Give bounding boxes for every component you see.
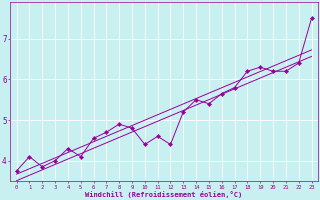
X-axis label: Windchill (Refroidissement éolien,°C): Windchill (Refroidissement éolien,°C): [85, 191, 243, 198]
